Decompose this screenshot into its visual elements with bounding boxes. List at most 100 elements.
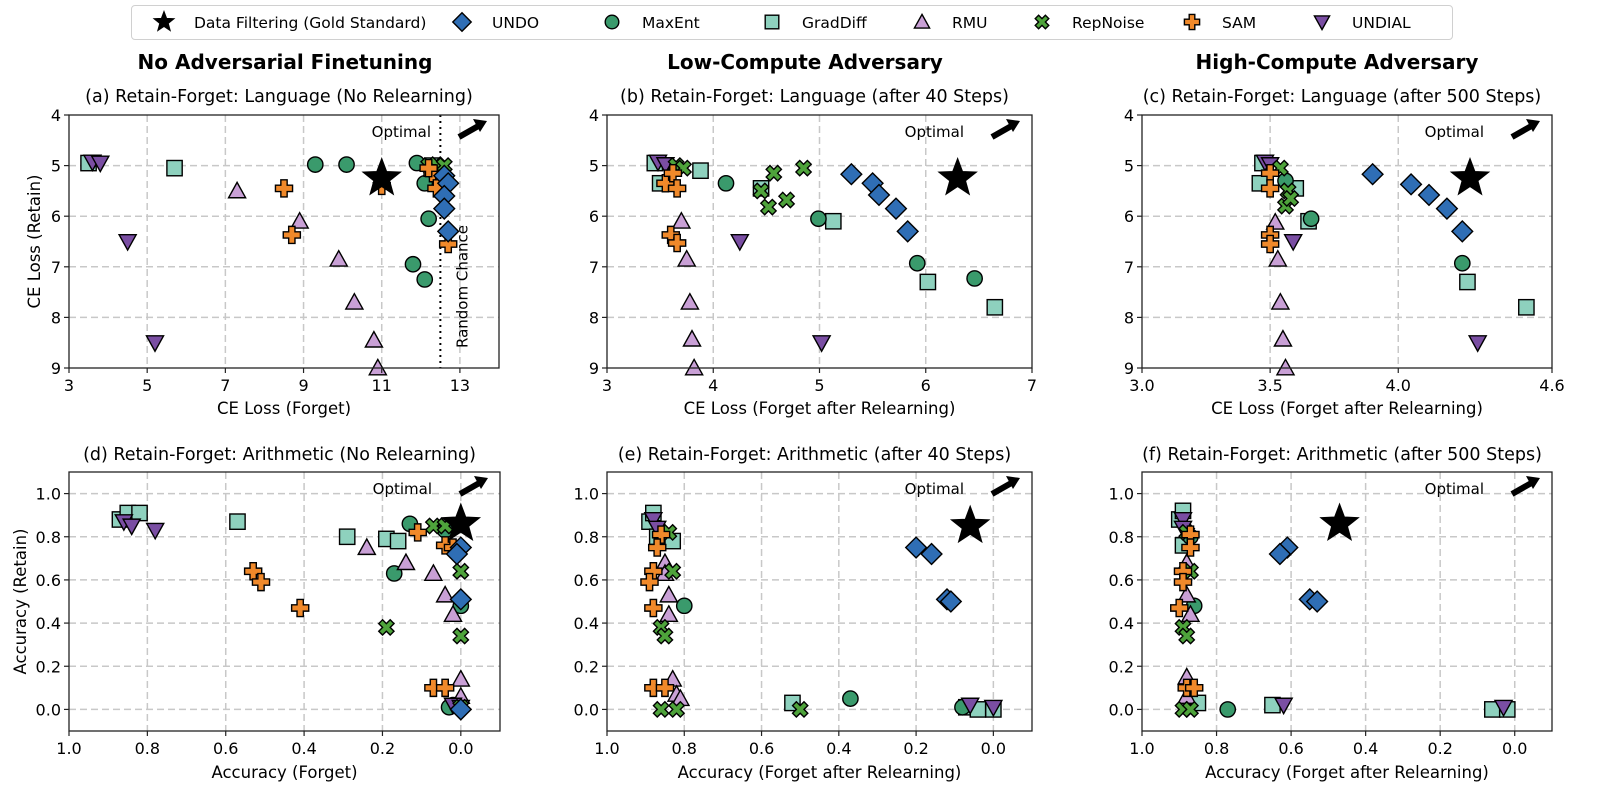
optimal-label: Optimal [1425, 123, 1484, 141]
x-tick-label: 5 [814, 376, 824, 395]
plot-frame [68, 471, 501, 732]
panel-e-arithmetic-40-steps: (e) Retain-Forget: Arithmetic (after 40 … [574, 445, 1033, 782]
y-tick-label: 0.6 [574, 571, 599, 590]
x-tick-label: 0.0 [448, 739, 473, 758]
plot-frame [606, 471, 1033, 732]
legend-item-repnoise: RepNoise [1034, 14, 1144, 32]
data-point-maxent [1453, 254, 1471, 272]
data-point-undo [1399, 172, 1423, 196]
x-tick-label: 0.4 [291, 739, 316, 758]
series-undial [643, 511, 1004, 718]
scatter-points [111, 502, 482, 721]
y-tick-label: 0.4 [574, 614, 599, 633]
optimal-arrow-icon [990, 476, 1020, 497]
data-point-undo [939, 590, 963, 613]
data-point-rmu [364, 330, 384, 348]
series-maxent [717, 174, 983, 287]
series-graddiff [1170, 502, 1516, 718]
y-tick-label: 7 [51, 258, 61, 277]
data-point-undial [643, 511, 664, 530]
series-rmu [1265, 212, 1296, 376]
y-tick-label: 7 [1124, 258, 1134, 277]
data-point-undo [1268, 542, 1292, 566]
x-tick-label: 0.4 [1353, 739, 1378, 758]
series-undo [1268, 536, 1329, 613]
series-sam [640, 525, 675, 698]
data-point-sam [251, 572, 271, 592]
x-tick-label: 4 [708, 376, 718, 395]
data-point-rmu [1265, 212, 1285, 230]
data-point-sam [435, 678, 455, 698]
optimal-label: Optimal [905, 123, 964, 141]
data-point-repnoise [1181, 700, 1200, 719]
data-point-sam [290, 598, 310, 618]
data-point-sam [282, 225, 302, 245]
data-point-undo [896, 220, 920, 243]
undial-legend-marker-icon [1313, 15, 1331, 32]
panel-title: (b) Retain-Forget: Language (after 40 St… [620, 87, 1009, 107]
y-axis-label: CE Loss (Retain) [25, 175, 44, 309]
data-point-maxent [966, 270, 983, 287]
series-repnoise [667, 156, 813, 216]
data-point-sam [647, 538, 667, 557]
data-point-rmu [357, 537, 377, 556]
data-point-repnoise [777, 191, 796, 209]
data-point-repnoise [667, 700, 686, 719]
series-undial [114, 514, 471, 718]
data-point-sam [667, 233, 687, 253]
grid-lines [1142, 115, 1552, 368]
x-tick-label: 1.0 [56, 739, 81, 758]
y-tick-label: 8 [51, 308, 61, 327]
x-tick-label: 3 [64, 376, 74, 395]
data-point-repnoise [1282, 189, 1300, 208]
data-point-repnoise [759, 198, 778, 216]
data-point-rmu [1273, 329, 1293, 347]
data-point-undial [960, 697, 980, 716]
series-rmu [227, 180, 388, 376]
optimal-label: Optimal [372, 123, 431, 141]
y-tick-label: 0.2 [1109, 657, 1134, 676]
x-axis-label: Accuracy (Forget after Relearning) [1205, 763, 1489, 782]
data-point-graddiff [919, 273, 937, 291]
data-point-undo [1361, 162, 1384, 186]
repnoise-legend-marker-icon [1034, 14, 1050, 30]
chart-legend: Data Filtering (Gold Standard) UNDO MaxEnt… [131, 5, 1453, 40]
data-point-maxent [810, 210, 827, 228]
data-point-maxent [908, 254, 926, 272]
data-point-repnoise [794, 159, 813, 177]
grid-lines [607, 115, 1032, 368]
data-point-undial [730, 233, 750, 252]
x-tick-label: 0.0 [1502, 739, 1527, 758]
data-point-rmu [289, 211, 310, 229]
y-tick-label: 0.4 [1109, 614, 1134, 633]
data-point-repnoise [452, 627, 470, 645]
x-tick-label: 0.8 [1204, 739, 1229, 758]
x-axis-label: CE Loss (Forget after Relearning) [684, 399, 956, 418]
y-tick-label: 0.2 [36, 657, 61, 676]
data-filtering-legend-marker-icon [152, 10, 176, 32]
data-point-graddiff [166, 159, 183, 177]
x-tick-label: 3 [602, 376, 612, 395]
data-point-maxent [416, 271, 434, 288]
y-tick-label: 0.6 [1109, 571, 1134, 590]
y-tick-label: 4 [1124, 106, 1134, 125]
data-point-rmu [227, 180, 247, 199]
data-point-undial [145, 335, 165, 353]
x-tick-label: 1.0 [594, 739, 619, 758]
data-point-undo [436, 220, 460, 243]
optimal-arrow-icon [458, 476, 488, 497]
data-point-rmu [684, 358, 704, 376]
data-point-undo [1305, 590, 1329, 613]
data-point-repnoise [1178, 627, 1196, 645]
x-tick-label: 0.2 [1427, 739, 1452, 758]
series-data-filtering [1449, 156, 1491, 196]
data-point-repnoise [791, 700, 809, 719]
data-point-repnoise [652, 700, 670, 719]
optimal-label: Optimal [373, 480, 432, 498]
y-tick-label: 1.0 [36, 485, 61, 504]
legend-label: RepNoise [1072, 14, 1144, 32]
data-point-undo [840, 162, 863, 186]
y-tick-label: 5 [589, 157, 599, 176]
series-data-filtering [361, 156, 402, 196]
y-tick-label: 0.8 [1109, 528, 1134, 547]
